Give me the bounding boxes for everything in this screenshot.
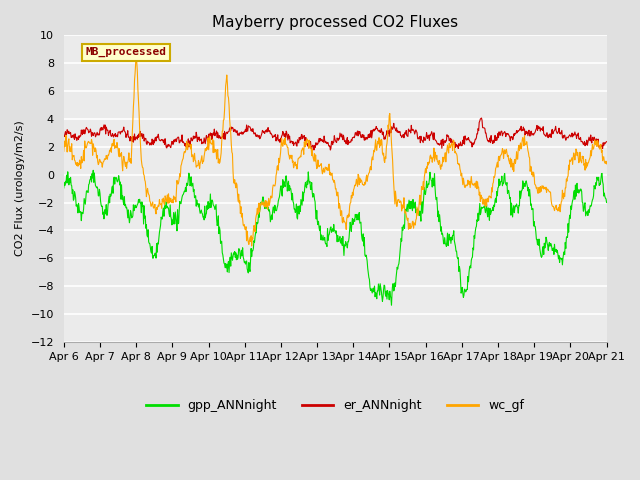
gpp_ANNnight bbox=[380, 282, 388, 288]
er_ANNnight bbox=[477, 115, 485, 121]
Line: gpp_ANNnight: gpp_ANNnight bbox=[64, 170, 607, 305]
wc_gf bbox=[577, 157, 584, 163]
wc_gf bbox=[86, 141, 93, 146]
er_ANNnight bbox=[585, 134, 593, 140]
gpp_ANNnight bbox=[577, 186, 584, 192]
er_ANNnight bbox=[603, 139, 611, 144]
gpp_ANNnight bbox=[603, 200, 611, 205]
wc_gf bbox=[60, 148, 68, 154]
er_ANNnight bbox=[86, 129, 93, 134]
gpp_ANNnight bbox=[86, 177, 93, 183]
gpp_ANNnight bbox=[388, 302, 396, 308]
wc_gf bbox=[161, 193, 169, 199]
wc_gf bbox=[585, 157, 593, 163]
er_ANNnight bbox=[577, 134, 584, 140]
er_ANNnight bbox=[380, 136, 388, 142]
Line: er_ANNnight: er_ANNnight bbox=[64, 118, 607, 150]
er_ANNnight bbox=[326, 147, 334, 153]
wc_gf bbox=[132, 50, 140, 56]
Legend: gpp_ANNnight, er_ANNnight, wc_gf: gpp_ANNnight, er_ANNnight, wc_gf bbox=[141, 394, 529, 417]
gpp_ANNnight bbox=[286, 183, 294, 189]
Line: wc_gf: wc_gf bbox=[64, 53, 607, 246]
wc_gf bbox=[248, 243, 255, 249]
er_ANNnight bbox=[161, 142, 168, 147]
gpp_ANNnight bbox=[585, 210, 593, 216]
er_ANNnight bbox=[60, 133, 68, 139]
gpp_ANNnight bbox=[161, 203, 169, 208]
Y-axis label: CO2 Flux (urology/m2/s): CO2 Flux (urology/m2/s) bbox=[15, 121, 25, 256]
er_ANNnight bbox=[285, 135, 293, 141]
wc_gf bbox=[381, 160, 388, 166]
gpp_ANNnight bbox=[90, 168, 97, 173]
gpp_ANNnight bbox=[60, 185, 68, 191]
wc_gf bbox=[286, 153, 294, 158]
Title: Mayberry processed CO2 Fluxes: Mayberry processed CO2 Fluxes bbox=[212, 15, 458, 30]
wc_gf bbox=[603, 161, 611, 167]
Text: MB_processed: MB_processed bbox=[86, 47, 166, 58]
